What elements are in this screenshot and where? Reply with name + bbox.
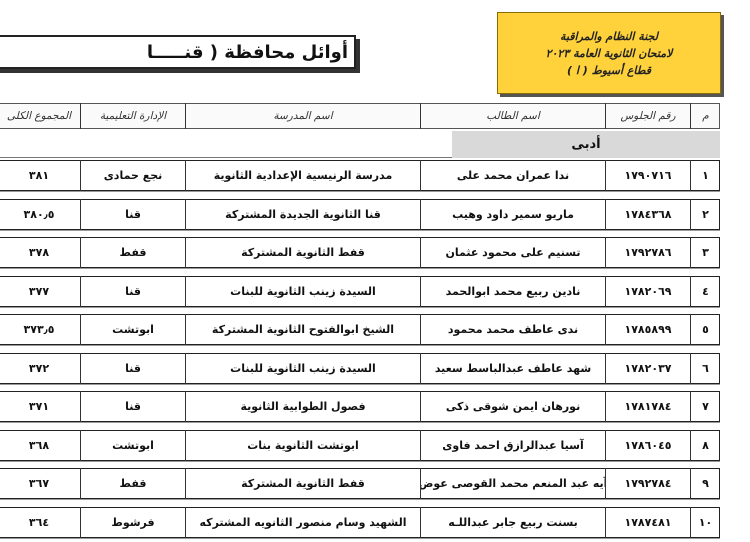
table-cell: قنا (80, 352, 185, 384)
title-box: أوائل محافظة ( قنـــــا (0, 35, 356, 69)
header-row (0, 103, 720, 129)
table-cell: الشيخ ابوالفتوح الثانوية المشتركة (185, 314, 420, 345)
table-row (0, 237, 720, 268)
table-cell: ١٧٨٦٠٤٥ (605, 429, 690, 461)
table-cell: الشهيد وسام منصور الثانويه المشتركه (185, 506, 420, 538)
table-cell: السيدة زينب الثانوية للبنات (185, 352, 420, 384)
table-cell: ٩ (690, 468, 720, 499)
table-cell: ١٧٨٢٠٦٩ (605, 275, 690, 307)
table-cell: ٤ (690, 275, 720, 307)
table-row (0, 429, 720, 461)
table-cell: قفط الثانوية المشتركة (185, 237, 420, 268)
committee-line: قطاع أسيوط ( ا ) (566, 63, 652, 77)
table-cell: ماريو سمير داود وهيب (420, 198, 605, 230)
table-cell: نورهان ايمن شوقى ذكى (420, 391, 605, 422)
table-cell: قنا (80, 391, 185, 422)
table-cell: قفط (80, 237, 185, 268)
table-cell: مدرسة الرنيسية الإعدادية الثانوية (185, 160, 420, 191)
table-cell: نادين ربيع محمد ابوالحمد (420, 275, 605, 307)
committee-box: لجنة النظام والمراقبة لامتحان الثانوية ا… (497, 12, 721, 94)
table-cell: بسنت ربيع جابر عبداللـه (420, 506, 605, 538)
table-cell: ٣٧٨ (28, 246, 50, 259)
table-cell: ٣ (690, 237, 720, 268)
column-header: اسم الطالب (420, 103, 605, 129)
table-row (0, 314, 720, 345)
table-cell: ٣٨٠٫٥ (23, 207, 55, 221)
title: أوائل محافظة ( قنـــــا (146, 41, 348, 63)
table-cell: السيدة زينب الثانوية للبنات (185, 275, 420, 307)
table-row (0, 391, 720, 422)
column-header: المجموع الكلى (6, 110, 72, 122)
table-cell: فصول الطوابية الثانوية (185, 391, 420, 422)
table-row (0, 275, 720, 307)
table-cell: ابوتشت (80, 429, 185, 461)
table-cell: ١٧٨٤٣٦٨ (605, 198, 690, 230)
table-cell: آيه عبد المنعم محمد القوصى عوض (420, 468, 605, 499)
table-cell: قفط الثانوية المشتركة (185, 468, 420, 499)
table-cell: ٧ (690, 391, 720, 422)
table-cell: آسيا عبدالرازق احمد فاوى (420, 429, 605, 461)
table-cell: ٣٨١ (28, 169, 50, 182)
table-cell: ١٧٨٥٨٩٩ (605, 314, 690, 345)
table-cell: ١٠ (690, 506, 720, 538)
table-cell: ٦ (690, 352, 720, 384)
column-header: الإدارة التعليمية (80, 103, 185, 129)
table-cell: نجع حمادى (80, 160, 185, 191)
table-cell: شهد عاطف عبدالباسط سعيد (420, 352, 605, 384)
table-cell: ابوتشت الثانوية بنات (185, 429, 420, 461)
table-cell: ١ (690, 160, 720, 191)
table-row (0, 352, 720, 384)
section-row (0, 129, 720, 158)
table-cell: ١٧٩٢٧٨٦ (605, 237, 690, 268)
committee-line: لامتحان الثانوية العامة ٢٠٢٣ (545, 46, 673, 60)
table-cell: ٣٦٨ (28, 438, 50, 452)
column-header: رقم الجلوس (605, 103, 690, 129)
table-row (0, 506, 720, 538)
table-cell: ١٧٨٢٠٣٧ (605, 352, 690, 384)
table-cell: ندى عاطف محمد محمود (420, 314, 605, 345)
table-cell: ٣٧٣٫٥ (23, 323, 55, 336)
section-label: أدبى (452, 131, 720, 158)
table-cell: ١٧٨٧٤٨١ (605, 506, 690, 538)
table-cell: ٣٧١ (28, 400, 50, 413)
table-row (0, 468, 720, 499)
table-cell: ٣٦٤ (28, 515, 50, 529)
table-cell: ٥ (690, 314, 720, 345)
table-cell: قنا الثانوية الجديدة المشتركة (185, 198, 420, 230)
table-cell: ١٧٩٠٧١٦ (605, 160, 690, 191)
committee-line: لجنة النظام والمراقبة (560, 29, 658, 43)
table-cell: ١٧٩٢٧٨٤ (605, 468, 690, 499)
column-header: اسم المدرسة (185, 103, 420, 129)
table-cell: ٣٦٧ (28, 477, 50, 490)
table-cell: ٣٧٧ (28, 284, 50, 298)
table-cell: قنا (80, 275, 185, 307)
table-cell: قفط (80, 468, 185, 499)
table-cell: ٣٧٢ (28, 361, 50, 375)
table-cell: ابوتشت (80, 314, 185, 345)
table-cell: ١٧٨١٧٨٤ (605, 391, 690, 422)
table-cell: تسنيم على محمود عثمان (420, 237, 605, 268)
table-row (0, 198, 720, 230)
table-cell: ٢ (690, 198, 720, 230)
table-cell: ٨ (690, 429, 720, 461)
column-header: م (690, 103, 720, 129)
table-cell: ندا عمران محمد على (420, 160, 605, 191)
table-cell: فرشوط (80, 506, 185, 538)
table-cell: قنا (80, 198, 185, 230)
table-row (0, 160, 720, 191)
